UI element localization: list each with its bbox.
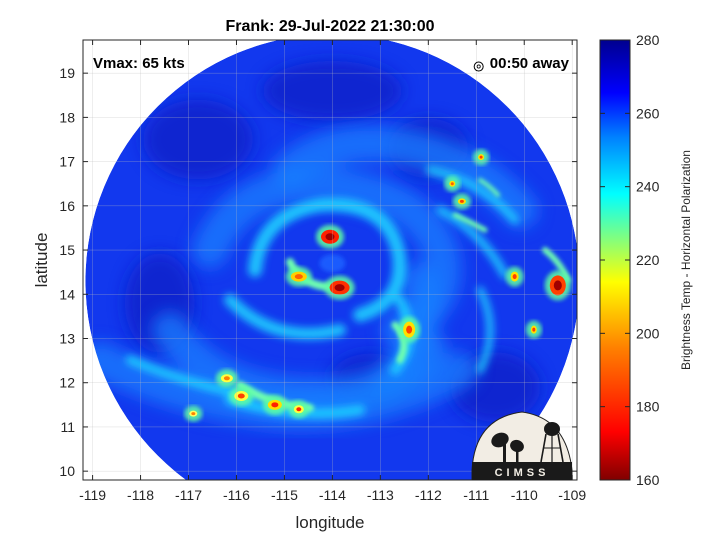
x-tick-label: -110 [511,487,538,503]
chart-title: Frank: 29-Jul-2022 21:30:00 [226,18,435,35]
x-tick-label: -111 [463,487,489,503]
colorbar-tick-label: 220 [636,252,660,268]
cimss-logo: CIMSS [471,411,573,481]
plot-frame [82,39,578,481]
x-tick-label: -109 [558,487,586,503]
logo-text: CIMSS [495,467,550,479]
vmax-annotation: Vmax: 65 kts [93,55,185,72]
x-axis-label: longitude [295,513,364,532]
y-tick-label: 11 [60,419,75,435]
y-axis-label: latitude [32,233,51,288]
y-tick-label: 10 [59,463,75,479]
x-tick-label: -117 [175,487,202,503]
x-tick-label: -115 [271,487,298,503]
satellite-dish-icon [491,432,509,448]
x-tick-label: -112 [415,487,442,503]
water-tower-icon [544,422,560,436]
time-away-annotation: 00:50 away [490,55,570,72]
x-tick-label: -113 [367,487,394,503]
y-tick-label: 12 [59,375,75,391]
x-tick-label: -118 [127,487,154,503]
colorbar-tick-label: 180 [636,399,660,415]
colorbar-tick-label: 200 [636,325,660,341]
y-tick-label: 16 [59,198,75,214]
x-tick-label: -119 [79,487,106,503]
x-tick-label: -116 [223,487,250,503]
x-axis-ticks: -119 -118 -117 -116 -115 -114 -113 -112 -111 -110… [79,40,586,503]
x-tick-label: -114 [319,487,346,503]
y-tick-label: 19 [59,65,75,81]
colorbar-tick-label: 260 [636,105,660,121]
colorbar-label: Brightness Temp - Horizontal Polarizatio… [679,150,693,370]
y-tick-label: 15 [59,242,75,258]
y-tick-label: 13 [59,330,75,346]
y-tick-label: 14 [59,286,75,302]
colorbar-tick-label: 240 [636,179,660,195]
satellite-dish-icon [510,439,524,453]
colorbar-ticks: 160 180 200 220 240 260 280 [600,32,660,488]
y-tick-label: 17 [59,154,75,170]
colorbar-tick-label: 280 [636,32,660,48]
storm-center-marker [473,61,484,72]
y-tick-label: 18 [59,109,75,125]
colorbar-tick-label: 160 [636,472,660,488]
y-axis-ticks: 10 11 12 13 14 15 16 17 18 19 [59,65,577,479]
